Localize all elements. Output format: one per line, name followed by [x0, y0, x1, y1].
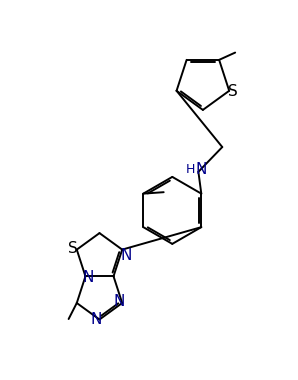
Text: H: H	[186, 163, 195, 176]
Text: N: N	[91, 312, 102, 327]
Text: S: S	[68, 241, 77, 256]
Text: N: N	[113, 294, 124, 309]
Text: S: S	[228, 84, 238, 99]
Text: N: N	[82, 270, 94, 285]
Text: N: N	[120, 248, 131, 263]
Text: N: N	[195, 162, 207, 177]
